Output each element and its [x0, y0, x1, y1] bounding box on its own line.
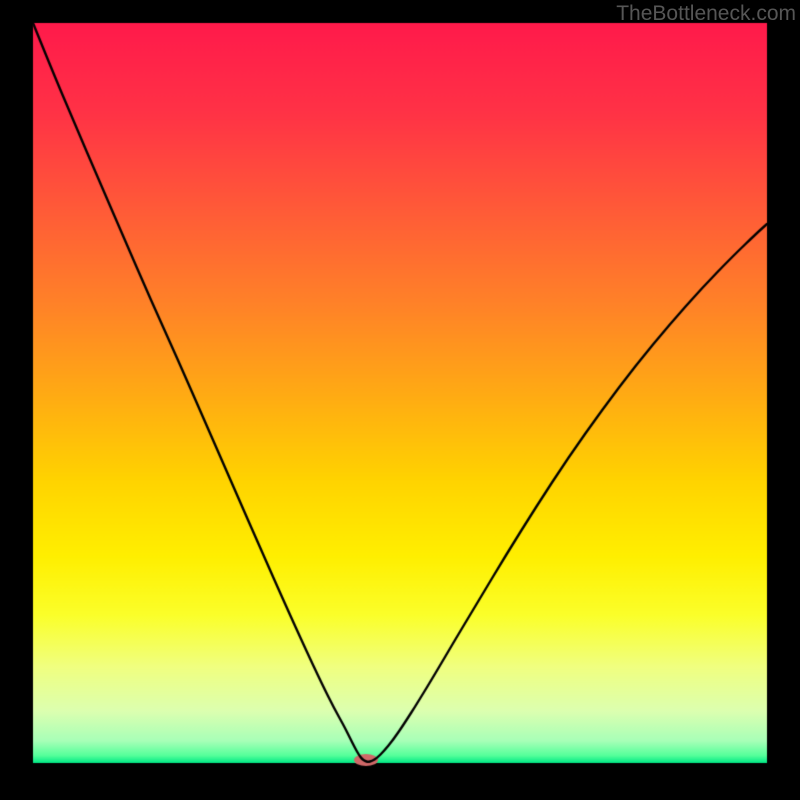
bottleneck-curve [0, 0, 800, 800]
watermark-text: TheBottleneck.com [616, 2, 796, 26]
